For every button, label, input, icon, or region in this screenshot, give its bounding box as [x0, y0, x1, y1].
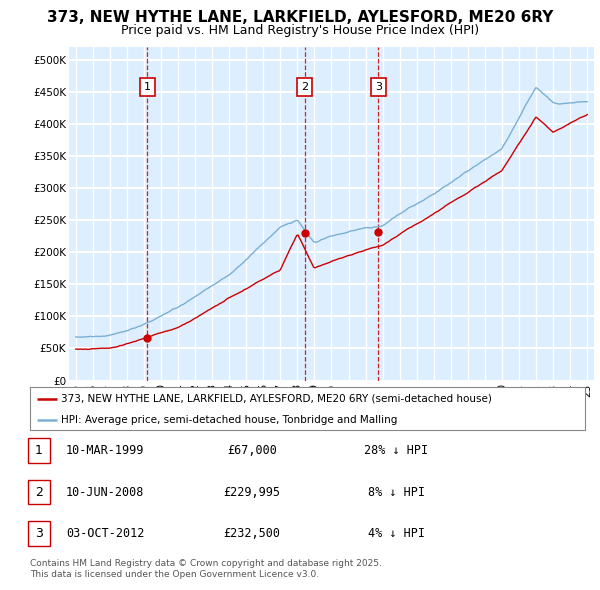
Text: 28% ↓ HPI: 28% ↓ HPI [364, 444, 428, 457]
Text: £232,500: £232,500 [223, 527, 281, 540]
Text: 1: 1 [144, 82, 151, 92]
Text: 373, NEW HYTHE LANE, LARKFIELD, AYLESFORD, ME20 6RY (semi-detached house): 373, NEW HYTHE LANE, LARKFIELD, AYLESFOR… [61, 394, 491, 404]
Text: 2: 2 [301, 82, 308, 92]
Text: 3: 3 [35, 527, 43, 540]
Text: 10-MAR-1999: 10-MAR-1999 [66, 444, 144, 457]
Text: £229,995: £229,995 [223, 486, 281, 499]
Text: 1: 1 [35, 444, 43, 457]
Text: 8% ↓ HPI: 8% ↓ HPI [367, 486, 425, 499]
Text: £67,000: £67,000 [227, 444, 277, 457]
Text: HPI: Average price, semi-detached house, Tonbridge and Malling: HPI: Average price, semi-detached house,… [61, 415, 397, 425]
Text: 10-JUN-2008: 10-JUN-2008 [66, 486, 144, 499]
Text: Price paid vs. HM Land Registry's House Price Index (HPI): Price paid vs. HM Land Registry's House … [121, 24, 479, 37]
Text: 2: 2 [35, 486, 43, 499]
Text: 373, NEW HYTHE LANE, LARKFIELD, AYLESFORD, ME20 6RY: 373, NEW HYTHE LANE, LARKFIELD, AYLESFOR… [47, 10, 553, 25]
Text: 3: 3 [375, 82, 382, 92]
Text: Contains HM Land Registry data © Crown copyright and database right 2025.
This d: Contains HM Land Registry data © Crown c… [30, 559, 382, 579]
Text: 03-OCT-2012: 03-OCT-2012 [66, 527, 144, 540]
Text: 4% ↓ HPI: 4% ↓ HPI [367, 527, 425, 540]
